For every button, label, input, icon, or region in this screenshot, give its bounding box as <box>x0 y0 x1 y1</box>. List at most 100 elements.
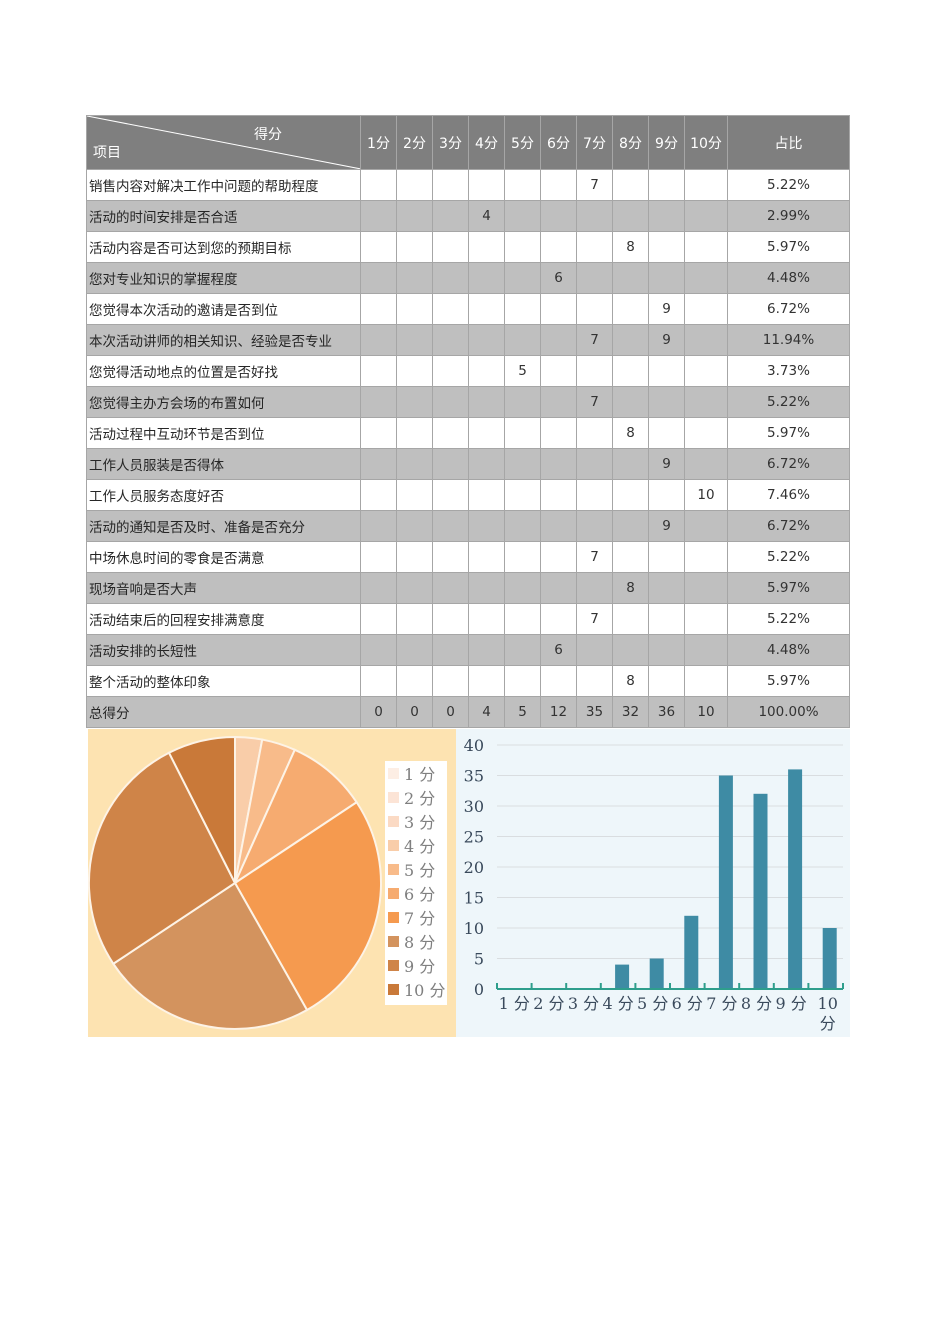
score-cell-4 <box>468 262 505 294</box>
x-tick-label: 9 分 <box>775 994 806 1013</box>
score-cell-8 <box>612 386 649 418</box>
score-cell-3 <box>432 231 469 263</box>
score-cell-5 <box>504 603 541 635</box>
score-cell-4 <box>468 541 505 573</box>
col-header-5: 5分 <box>504 115 541 170</box>
score-cell-4 <box>468 479 505 511</box>
score-header-label: 得分 <box>254 127 282 143</box>
score-cell-2 <box>396 510 433 542</box>
legend-item: 4 分 <box>385 833 447 857</box>
x-tick-label: 3 分 <box>568 994 599 1013</box>
score-cell-5: 5 <box>504 696 541 728</box>
x-tick-label: 1 分 <box>499 994 530 1013</box>
col-header-6: 6分 <box>540 115 577 170</box>
score-cell-4 <box>468 324 505 356</box>
score-cell-6 <box>540 293 577 325</box>
legend-swatch-icon <box>388 839 399 851</box>
score-cell-2 <box>396 386 433 418</box>
score-cell-3 <box>432 510 469 542</box>
score-cell-3 <box>432 448 469 480</box>
legend-swatch-icon <box>388 863 399 875</box>
score-cell-1 <box>360 169 397 201</box>
score-cell-6 <box>540 541 577 573</box>
score-cell-1 <box>360 231 397 263</box>
score-cell-8 <box>612 324 649 356</box>
score-cell-4 <box>468 572 505 604</box>
score-cell-9 <box>648 386 685 418</box>
score-cell-9: 9 <box>648 324 685 356</box>
item-cell: 中场休息时间的零食是否满意 <box>86 541 361 573</box>
score-cell-3 <box>432 324 469 356</box>
total-row: 总得分 0 0 0 4 5 12 35 32 36 10 100.00% <box>86 696 850 728</box>
item-cell: 工作人员服务态度好否 <box>86 479 361 511</box>
score-cell-10 <box>684 572 728 604</box>
score-cell-3 <box>432 634 469 666</box>
score-cell-10 <box>684 169 728 201</box>
score-cell-4 <box>468 417 505 449</box>
legend-item: 1 分 <box>385 761 447 785</box>
legend-label: 4 分 <box>404 837 436 856</box>
table-row: 中场休息时间的零食是否满意 7 5.22% <box>86 541 850 573</box>
survey-sheet: 得分 项目 1分 2分 3分 4分 5分 6分 7分 8分 9分 10分 占比 … <box>86 115 850 728</box>
score-cell-6 <box>540 572 577 604</box>
legend-label: 2 分 <box>404 789 436 808</box>
ratio-cell: 5.97% <box>727 572 850 604</box>
score-cell-2 <box>396 603 433 635</box>
legend-item: 6 分 <box>385 881 447 905</box>
score-cell-2 <box>396 355 433 387</box>
total-label-cell: 总得分 <box>86 696 361 728</box>
score-cell-2 <box>396 169 433 201</box>
score-cell-10 <box>684 603 728 635</box>
legend-label: 5 分 <box>404 861 436 880</box>
ratio-cell: 6.72% <box>727 510 850 542</box>
col-header-10: 10分 <box>684 115 728 170</box>
ratio-cell: 5.22% <box>727 169 850 201</box>
score-cell-3 <box>432 541 469 573</box>
score-cell-3 <box>432 293 469 325</box>
score-cell-4: 4 <box>468 200 505 232</box>
ratio-cell: 100.00% <box>727 696 850 728</box>
score-cell-10 <box>684 200 728 232</box>
score-cell-7 <box>576 634 613 666</box>
score-cell-10 <box>684 262 728 294</box>
score-cell-5 <box>504 448 541 480</box>
ratio-cell: 11.94% <box>727 324 850 356</box>
score-cell-1 <box>360 262 397 294</box>
score-cell-1 <box>360 417 397 449</box>
score-cell-9: 9 <box>648 510 685 542</box>
table-row: 您觉得活动地点的位置是否好找 5 3.73% <box>86 355 850 387</box>
score-cell-5 <box>504 479 541 511</box>
bar <box>649 958 664 989</box>
score-cell-9 <box>648 262 685 294</box>
score-cell-3 <box>432 355 469 387</box>
score-cell-10 <box>684 448 728 480</box>
legend-label: 10 分 <box>404 981 446 1000</box>
score-cell-8 <box>612 479 649 511</box>
score-cell-2 <box>396 572 433 604</box>
score-cell-7 <box>576 262 613 294</box>
score-cell-6 <box>540 324 577 356</box>
pie-slice-8 <box>111 881 309 1030</box>
legend-label: 9 分 <box>404 957 436 976</box>
ratio-cell: 3.73% <box>727 355 850 387</box>
x-tick-label: 2 分 <box>533 994 564 1013</box>
table-row: 您觉得主办方会场的布置如何 7 5.22% <box>86 386 850 418</box>
score-cell-6: 12 <box>540 696 577 728</box>
x-tick-label: 8 分 <box>741 994 772 1013</box>
score-cell-3 <box>432 603 469 635</box>
col-header-4: 4分 <box>468 115 505 170</box>
y-tick-label: 0 <box>474 980 484 999</box>
legend-swatch-icon <box>388 959 399 971</box>
score-cell-7 <box>576 417 613 449</box>
score-cell-7 <box>576 572 613 604</box>
ratio-cell: 4.48% <box>727 262 850 294</box>
score-cell-5 <box>504 386 541 418</box>
ratio-cell: 2.99% <box>727 200 850 232</box>
score-cell-2 <box>396 541 433 573</box>
pie-legend: 1 分 2 分 3 分 4 分 5 分 6 分 7 分 8 分 9 分 10 分 <box>385 761 447 1005</box>
legend-label: 3 分 <box>404 813 436 832</box>
score-cell-6 <box>540 510 577 542</box>
score-cell-5 <box>504 417 541 449</box>
score-cell-6 <box>540 417 577 449</box>
table-row: 现场音响是否大声 8 5.97% <box>86 572 850 604</box>
